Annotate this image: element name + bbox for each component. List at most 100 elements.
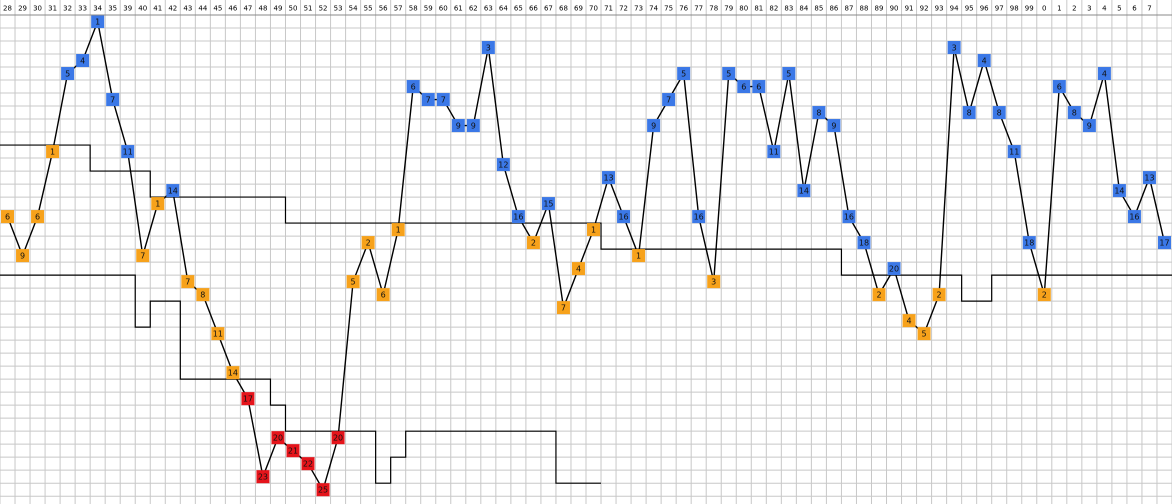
point-label: 17 <box>243 395 253 404</box>
point-label: 14 <box>1114 187 1124 196</box>
point-label: 6 <box>35 213 40 222</box>
point-label: 6 <box>1057 83 1062 92</box>
x-tick-label: 88 <box>860 5 869 13</box>
point-label: 9 <box>456 122 461 131</box>
point-label: 11 <box>213 330 223 339</box>
point-label: 15 <box>543 200 553 209</box>
x-tick-label: 54 <box>349 5 358 13</box>
x-tick-label: 84 <box>799 5 808 13</box>
point-label: 7 <box>441 96 446 105</box>
point-box <box>496 158 510 172</box>
point-box <box>1052 80 1066 94</box>
point-label: 7 <box>185 278 190 287</box>
point-label: 8 <box>200 291 205 300</box>
x-tick-label: 83 <box>784 5 793 13</box>
step-lines <box>0 144 1172 484</box>
x-tick-label: 77 <box>694 5 703 13</box>
point-box <box>917 327 931 341</box>
point-box <box>827 119 841 133</box>
point-box <box>767 145 781 159</box>
x-tick-label: 47 <box>243 5 252 13</box>
point-box <box>962 106 976 120</box>
point-box <box>797 184 811 198</box>
point-box <box>136 249 150 263</box>
point-box <box>481 41 495 55</box>
series: 6961541711711478111417232021222520526167… <box>1 15 1171 497</box>
x-tick-label: 65 <box>514 5 523 13</box>
point-label: 2 <box>876 291 881 300</box>
point-box <box>226 366 240 380</box>
point-label: 20 <box>273 434 283 443</box>
point-box <box>241 392 255 406</box>
point-box <box>932 288 946 302</box>
x-tick-label: 28 <box>3 5 12 13</box>
x-tick-label: 4 <box>1102 5 1107 13</box>
x-tick-label: 31 <box>48 5 57 13</box>
point-label: 5 <box>681 70 686 79</box>
point-label: 25 <box>318 486 328 495</box>
x-tick-label: 78 <box>709 5 718 13</box>
point-box <box>16 249 30 263</box>
point-box <box>466 119 480 133</box>
point-label: 23 <box>258 473 268 482</box>
point-label: 5 <box>351 278 356 287</box>
point-label: 20 <box>333 434 343 443</box>
point-box <box>391 223 405 237</box>
x-tick-label: 75 <box>664 5 673 13</box>
point-label: 9 <box>471 122 476 131</box>
x-tick-label: 33 <box>78 5 87 13</box>
x-tick-label: 32 <box>63 5 72 13</box>
point-label: 8 <box>1072 109 1077 118</box>
point-label: 5 <box>726 70 731 79</box>
x-tick-label: 69 <box>574 5 583 13</box>
point-box <box>436 93 450 107</box>
point-box <box>211 327 225 341</box>
x-tick-label: 58 <box>409 5 418 13</box>
point-label: 1 <box>636 252 641 261</box>
point-box <box>857 236 871 250</box>
x-tick-label: 92 <box>920 5 929 13</box>
point-label: 11 <box>123 148 133 157</box>
point-label: 4 <box>1102 70 1107 79</box>
point-label: 2 <box>366 239 371 248</box>
x-tick-label: 61 <box>454 5 463 13</box>
point-label: 21 <box>288 447 298 456</box>
x-tick-label: 43 <box>183 5 192 13</box>
point-label: 18 <box>859 239 869 248</box>
x-tick-label: 98 <box>1010 5 1019 13</box>
point-label: 2 <box>937 291 942 300</box>
point-label: 1 <box>591 226 596 235</box>
point-label: 1 <box>155 200 160 209</box>
point-label: 9 <box>831 122 836 131</box>
x-tick-label: 87 <box>844 5 853 13</box>
x-tick-label: 45 <box>213 5 222 13</box>
point-box <box>361 236 375 250</box>
point-label: 6 <box>5 213 10 222</box>
point-label: 5 <box>922 330 927 339</box>
x-tick-label: 46 <box>228 5 237 13</box>
point-box <box>106 93 120 107</box>
x-tick-label: 41 <box>153 5 162 13</box>
point-box <box>587 223 601 237</box>
point-box <box>301 457 315 471</box>
point-label: 3 <box>952 44 957 53</box>
point-label: 5 <box>65 70 70 79</box>
x-tick-label: 55 <box>364 5 373 13</box>
x-tick-label: 86 <box>829 5 838 13</box>
point-box <box>271 431 285 445</box>
x-tick-label: 42 <box>168 5 177 13</box>
x-tick-label: 59 <box>424 5 433 13</box>
x-tick-label: 0 <box>1042 5 1046 13</box>
point-box <box>1007 145 1021 159</box>
point-label: 7 <box>666 96 671 105</box>
x-tick-label: 48 <box>258 5 267 13</box>
x-tick-label: 35 <box>108 5 117 13</box>
point-box <box>677 67 691 81</box>
point-label: 5 <box>786 70 791 79</box>
point-box <box>1037 288 1051 302</box>
point-box <box>1067 106 1081 120</box>
point-label: 16 <box>694 213 704 222</box>
point-label: 9 <box>1087 122 1092 131</box>
